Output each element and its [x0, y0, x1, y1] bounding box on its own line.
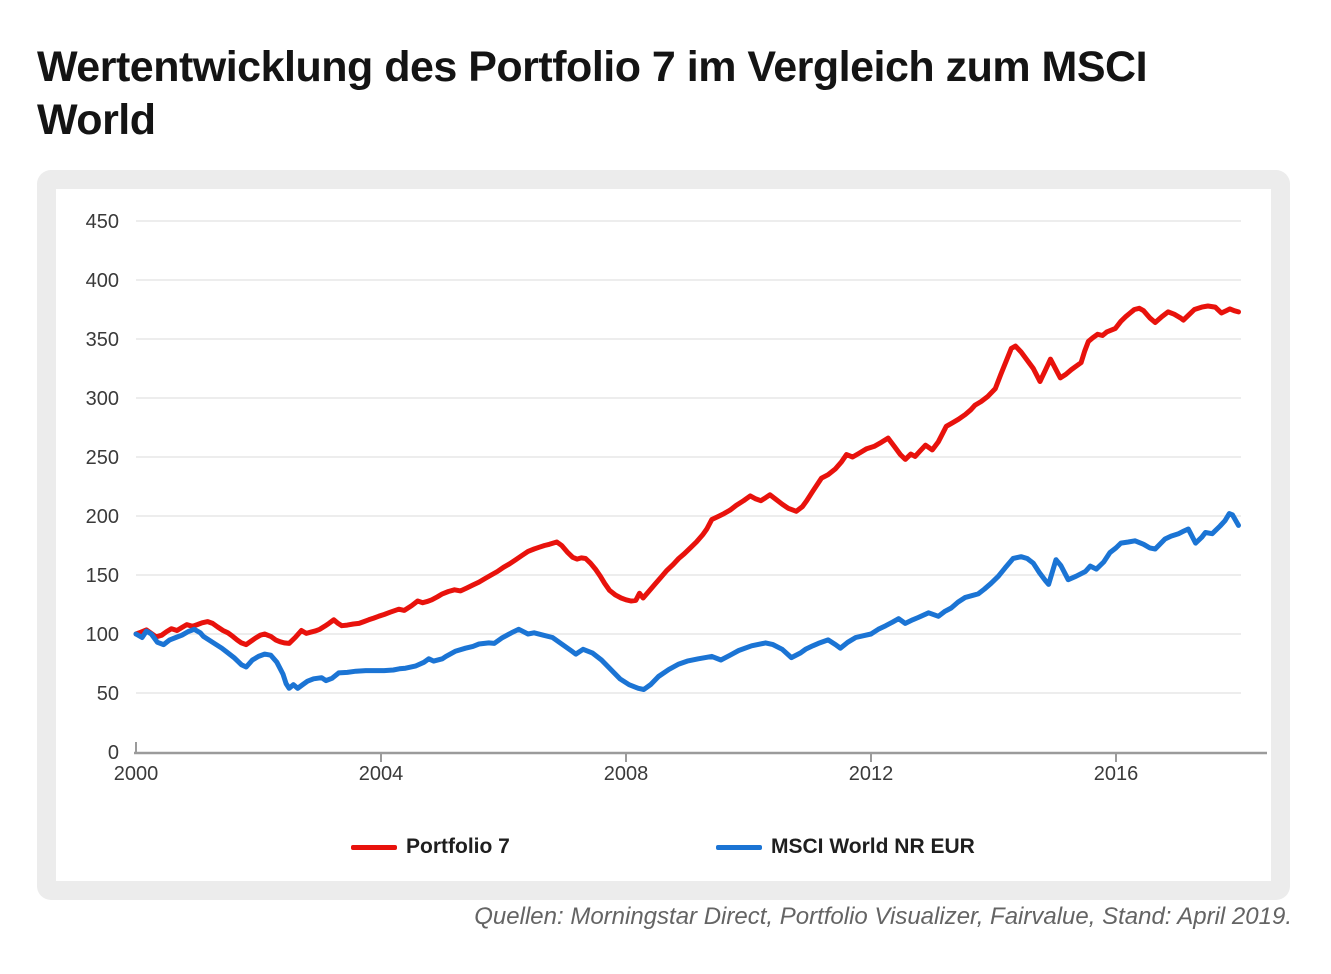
series-line-portfolio-7: [133, 303, 1241, 648]
legend-item-portfolio-7: Portfolio 7: [351, 834, 510, 860]
y-axis-tick-label: 50: [97, 683, 119, 705]
y-axis-tick-label: 0: [108, 742, 119, 764]
legend-item-msci-world: MSCI World NR EUR: [716, 834, 975, 860]
y-axis-tick-label: 450: [86, 211, 119, 233]
x-axis-tick-label: 2016: [1094, 763, 1139, 785]
performance-line-chart: 0 50 100 150 200 250 300 350 400 450 2000 2004 2008 2…: [86, 211, 1267, 785]
y-axis-tick-label: 400: [86, 270, 119, 292]
y-axis-tick-label: 200: [86, 506, 119, 528]
page-title-line1: Wertentwicklung des Portfolio 7 im Vergl…: [37, 42, 1148, 91]
chart-panel: 0 50 100 150 200 250 300 350 400 450 2000 2004 2008 2…: [37, 170, 1290, 900]
x-axis-tick-label: 2004: [359, 763, 404, 785]
legend-swatch-msci-world: [716, 844, 762, 850]
legend-label-msci-world: MSCI World NR EUR: [771, 835, 975, 858]
y-axis-tick-label: 100: [86, 624, 119, 646]
y-axis-tick-label: 300: [86, 388, 119, 410]
x-axis-tick-label: 2012: [849, 763, 894, 785]
legend-label-portfolio-7: Portfolio 7: [406, 835, 510, 858]
legend-swatch-portfolio-7: [351, 844, 397, 850]
page-title: Wertentwicklung des Portfolio 7 im Vergl…: [37, 41, 1307, 147]
y-axis-tick-label: 150: [86, 565, 119, 587]
series-line-msci-world: [133, 511, 1241, 692]
y-axis-tick-label: 350: [86, 329, 119, 351]
x-axis-tick-label: 2008: [604, 763, 649, 785]
page-title-line2: World: [37, 95, 156, 144]
x-axis-tick-label: 2000: [114, 763, 159, 785]
y-axis-tick-label: 250: [86, 447, 119, 469]
source-note: Quellen: Morningstar Direct, Portfolio V…: [474, 903, 1292, 930]
